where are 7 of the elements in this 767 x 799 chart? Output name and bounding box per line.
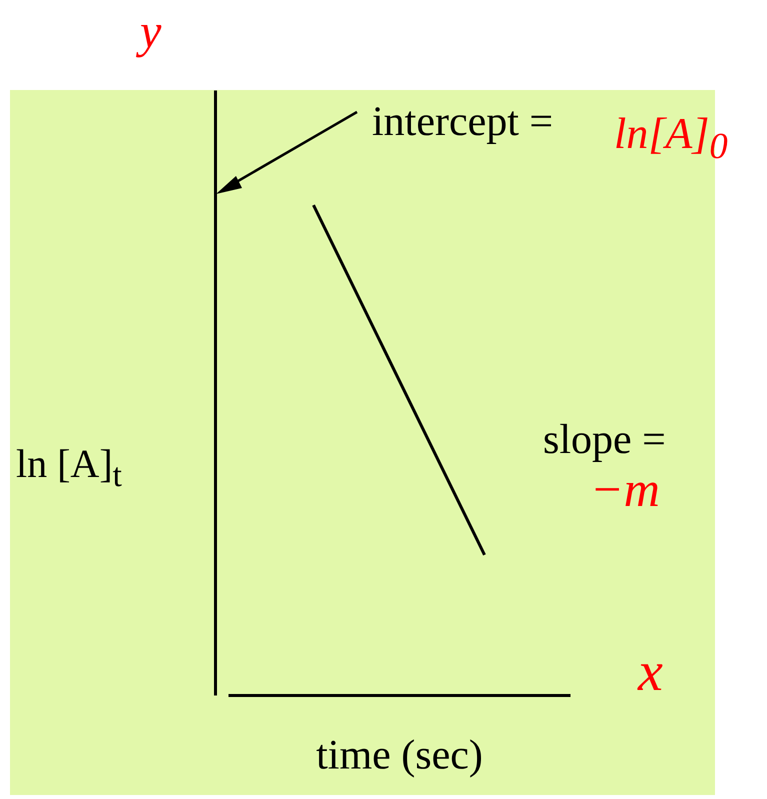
- text: intercept =: [372, 98, 554, 146]
- annotation: slope =: [543, 416, 666, 464]
- x-axis-title: time (sec): [316, 732, 483, 778]
- text: ln[A]$_{0}$: [614, 108, 728, 167]
- text: x: [638, 640, 663, 704]
- y-axis-title: ln [A]$_{t}$: [16, 440, 122, 495]
- text: −m: [590, 461, 660, 518]
